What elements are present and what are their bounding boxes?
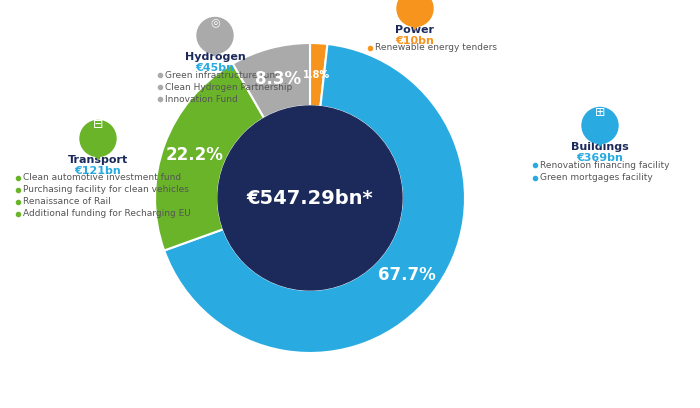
Text: Renovation financing facility: Renovation financing facility <box>540 160 669 169</box>
Text: ◎: ◎ <box>210 17 220 27</box>
Text: €45bn: €45bn <box>195 63 234 73</box>
Polygon shape <box>590 128 610 146</box>
Text: Additional funding for Recharging EU: Additional funding for Recharging EU <box>23 209 190 219</box>
Text: €10bn: €10bn <box>395 36 435 46</box>
Text: 22.2%: 22.2% <box>165 146 223 164</box>
Text: Green infrastructure fund: Green infrastructure fund <box>165 71 281 80</box>
Text: €121bn: €121bn <box>75 166 121 176</box>
Text: €547.29bn*: €547.29bn* <box>246 188 373 208</box>
Text: Buildings: Buildings <box>571 142 629 152</box>
Text: Renewable energy tenders: Renewable energy tenders <box>375 44 497 53</box>
Text: Hydrogen: Hydrogen <box>185 52 246 62</box>
Circle shape <box>197 18 233 53</box>
Circle shape <box>397 0 433 27</box>
Text: Transport: Transport <box>68 155 128 165</box>
Wedge shape <box>155 64 264 251</box>
Polygon shape <box>405 11 425 29</box>
Circle shape <box>80 120 116 157</box>
Text: 8.3%: 8.3% <box>255 70 301 88</box>
Text: Green mortgages facility: Green mortgages facility <box>540 173 652 182</box>
Polygon shape <box>205 38 225 56</box>
Text: €369bn: €369bn <box>577 153 624 163</box>
Text: ⊟: ⊟ <box>92 118 104 131</box>
Circle shape <box>218 106 402 290</box>
Wedge shape <box>233 43 310 118</box>
Wedge shape <box>164 44 465 353</box>
Text: 67.7%: 67.7% <box>378 266 435 284</box>
Text: Purchasing facility for clean vehicles: Purchasing facility for clean vehicles <box>23 186 189 195</box>
Text: ⚡: ⚡ <box>411 0 419 2</box>
Text: ⊞: ⊞ <box>595 106 606 118</box>
Text: 1.8%: 1.8% <box>303 70 330 80</box>
Text: Clean automotive investment fund: Clean automotive investment fund <box>23 173 181 182</box>
Text: Clean Hydrogen Partnership: Clean Hydrogen Partnership <box>165 82 293 91</box>
Polygon shape <box>88 141 108 159</box>
Text: Renaissance of Rail: Renaissance of Rail <box>23 197 111 206</box>
Circle shape <box>582 107 618 144</box>
Text: Power: Power <box>395 25 435 35</box>
Text: Innovation Fund: Innovation Fund <box>165 95 238 104</box>
Wedge shape <box>310 43 328 106</box>
